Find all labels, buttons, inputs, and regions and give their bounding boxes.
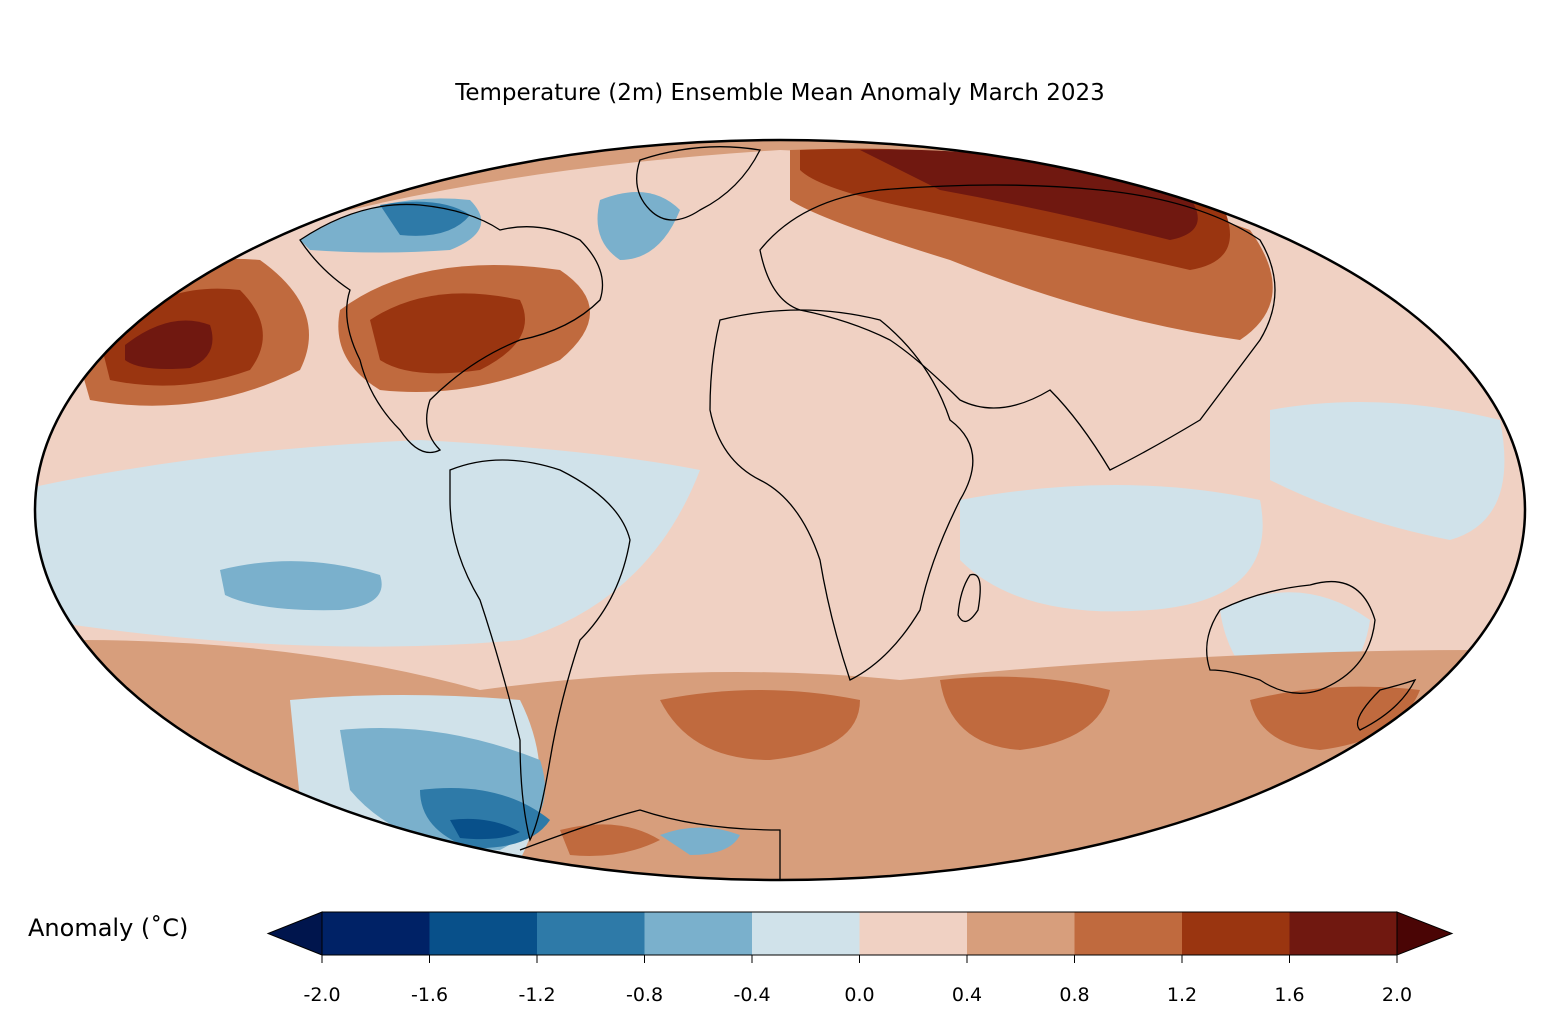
coastlines [299,146,1417,880]
warm-antarctica [560,824,660,856]
colorbar-bin [1182,912,1290,955]
colorbar-bin [967,912,1075,955]
colorbar-bin [429,912,537,955]
coldest-southeast-pacific [450,818,520,840]
eurasia-coast [759,184,1276,471]
colorbar-under-arrow [266,911,323,956]
colorbar-tick-label: -0.8 [625,984,664,1006]
colorbar-tick-label: 1.2 [1166,984,1198,1006]
cold-south-pacific [220,561,382,611]
map-title: Temperature (2m) Ensemble Mean Anomaly M… [455,80,1105,106]
antarctica-coast [519,809,781,880]
colorbar [266,911,1454,963]
north-america-coast [299,203,604,454]
globe-outline [33,138,1527,882]
colorbar-bin [752,912,860,955]
colorbar-tick-label: -0.4 [733,984,771,1006]
warm-south-atlantic [660,690,860,760]
cold-alaska-core [380,201,470,236]
colorbar-tick-label: 0.8 [1059,984,1090,1006]
colorbar-label: Anomaly (˚C) [28,914,189,942]
australia-coast [1206,580,1376,694]
colorbar-tick-label: -2.0 [303,984,341,1006]
colorbar-bin [537,912,645,955]
cool-tropical-pacific [35,440,700,647]
colorbar-bin [1074,912,1182,955]
colorbar-tick-label: 0.0 [844,984,875,1006]
cool-antarctic-peninsula [660,827,740,855]
africa-coast [709,309,974,681]
colorbar-over-arrow [1396,911,1454,956]
colorbar-bin [322,912,430,955]
colorbar-bin [644,912,752,955]
very-hot-north-pacific [125,320,213,369]
colorbar-bin [1289,912,1397,955]
greenland-coast [636,146,761,221]
madagascar-coast [957,573,981,622]
colorbar-tick-label: 0.4 [951,984,983,1006]
cool-west-pacific [1270,402,1505,540]
colorbar-tick-label: 1.6 [1274,984,1305,1006]
cool-indian-ocean [960,485,1263,612]
hot-east-us [370,293,525,374]
colorbar-tick-label: -1.2 [518,984,556,1006]
colorbar-tick-label: 2.0 [1381,984,1413,1006]
new-zealand-coast [1356,678,1417,731]
colorbar-tick-label: -1.6 [410,984,449,1006]
cold-hudson [597,192,680,260]
warm-south-indian [940,676,1110,750]
south-america-coast [449,459,631,842]
warm-tasman [1250,686,1420,750]
colorbar-bin [859,912,967,955]
